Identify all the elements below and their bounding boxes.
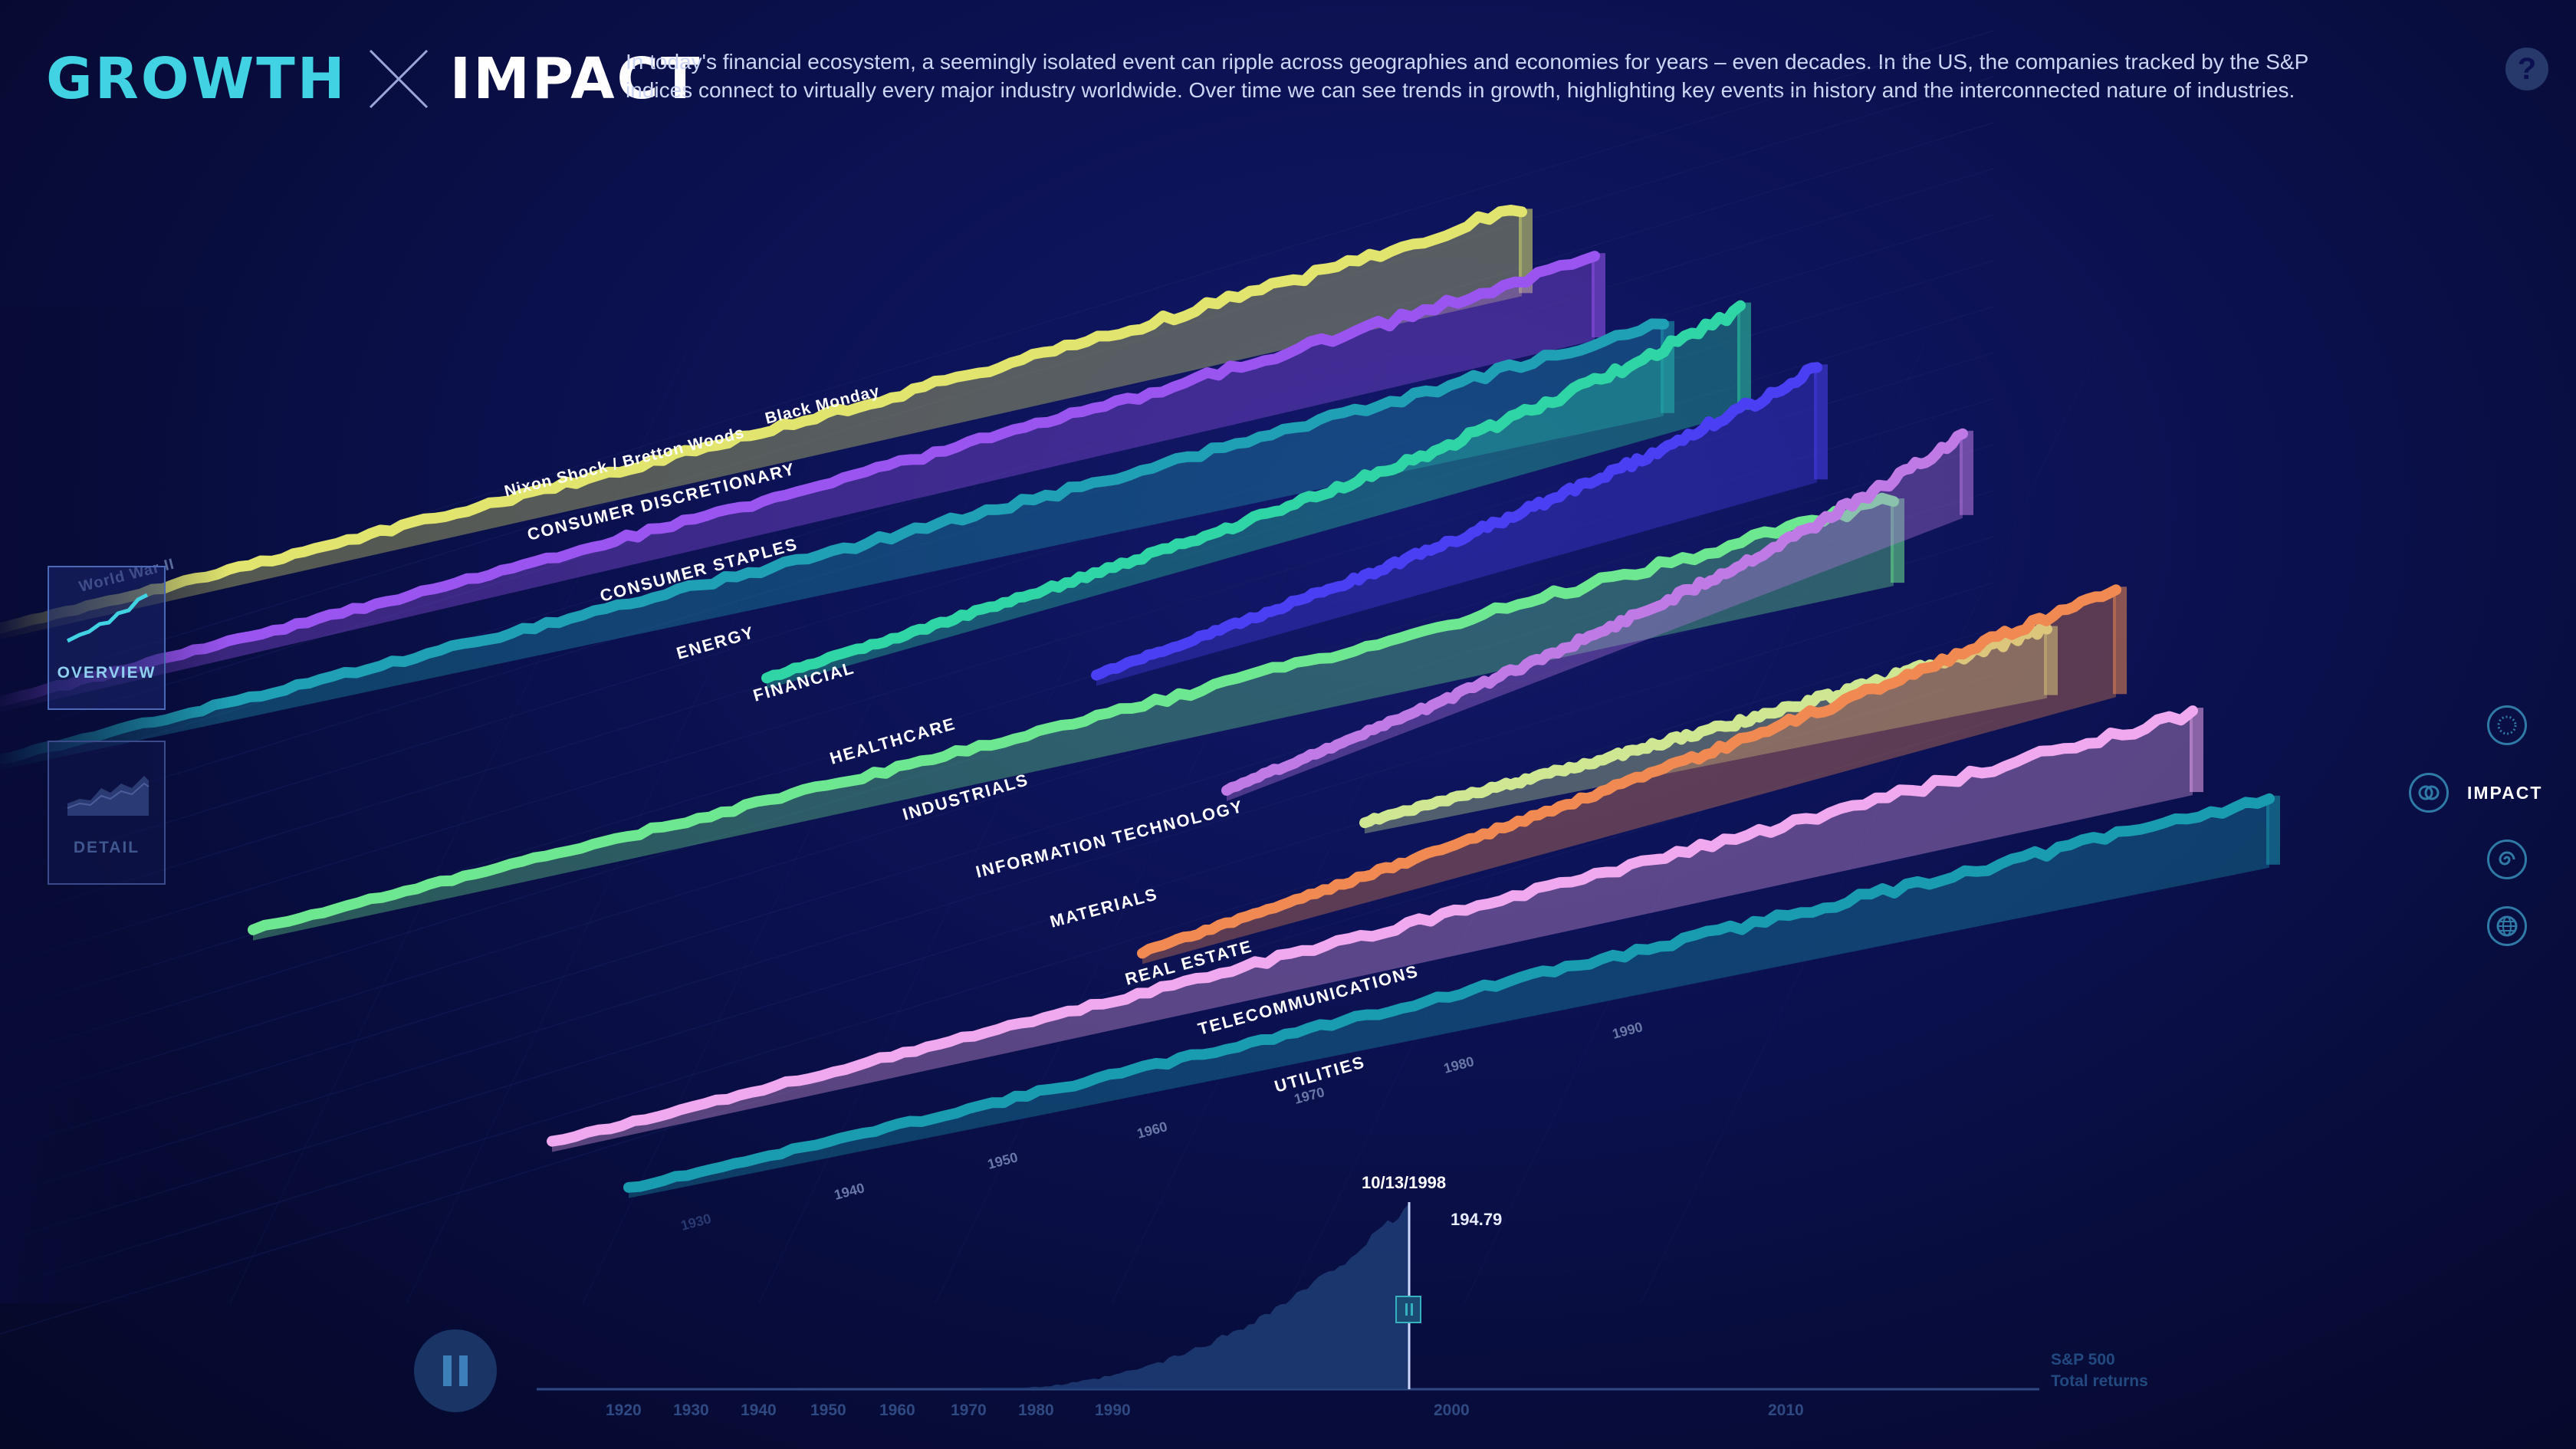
timeline-tick-label: 1920: [606, 1401, 642, 1419]
ribbon-end: [2266, 795, 2280, 865]
brand-x-icon: [369, 49, 428, 109]
timeline-tick-label: 1970: [951, 1401, 987, 1419]
impact-nav-label: IMPACT: [2467, 783, 2543, 803]
intro-text: In today's financial ecosystem, a seemin…: [626, 50, 2308, 102]
brand-word-growth: GROWTH: [46, 46, 347, 112]
timeline-value-readout: 194.79: [1451, 1210, 1503, 1229]
cycle-view-button[interactable]: [2487, 705, 2527, 745]
overview-view-button[interactable]: OVERVIEW: [48, 566, 166, 710]
pause-button[interactable]: [414, 1329, 497, 1412]
ribbon-end: [1814, 364, 1828, 480]
globe-view-button[interactable]: [2487, 906, 2527, 946]
decade-label: 1950: [986, 1149, 1020, 1172]
ribbon-line: [1137, 584, 2121, 959]
timeline-tick-label: 1990: [1095, 1401, 1131, 1419]
detail-view-button[interactable]: DETAIL: [48, 741, 166, 885]
sector-ribbon[interactable]: [1137, 584, 2127, 964]
sp500-index-label: S&P 500 Total returns: [2051, 1349, 2148, 1392]
timeline-date-readout: 10/13/1998: [1362, 1173, 1447, 1192]
detail-label: DETAIL: [73, 839, 140, 856]
decade-label: 1960: [1135, 1119, 1169, 1142]
decade-label: 1990: [1611, 1019, 1644, 1042]
spiral-icon: [2499, 851, 2515, 866]
ribbon-line: [1221, 428, 1968, 796]
ribbon-end: [1891, 498, 1904, 583]
sp500-label-line2: Total returns: [2051, 1372, 2148, 1390]
spiral-view-button[interactable]: [2487, 840, 2527, 879]
timeline-tick-label: 2010: [1768, 1401, 1804, 1419]
decade-label: 1980: [1442, 1053, 1476, 1076]
globe-icon: [2496, 915, 2518, 937]
timeline-tick-label: 2000: [1434, 1401, 1470, 1419]
sp500-label-line1: S&P 500: [2051, 1351, 2115, 1368]
impact-view-button[interactable]: [2409, 773, 2449, 813]
overview-label: OVERVIEW: [57, 664, 156, 682]
ribbon-end: [2113, 586, 2127, 695]
ribbon-end: [1960, 430, 1973, 515]
timeline-tick-label: 1950: [810, 1401, 846, 1419]
detail-thumbnail-icon: [67, 776, 150, 816]
dotted-circle-icon: [2497, 715, 2517, 735]
pause-icon: [443, 1355, 452, 1386]
brand-word-impact: IMPACT: [449, 46, 702, 112]
sector-ribbon[interactable]: [1091, 362, 1828, 686]
overlap-circles-icon: [2418, 785, 2440, 800]
timeline-tick-label: 1980: [1018, 1401, 1054, 1419]
ribbon-end: [1592, 253, 1605, 338]
ribbon-end: [2044, 626, 2058, 695]
timeline-tick-label: 1960: [879, 1401, 915, 1419]
overview-thumbnail-icon: [66, 593, 149, 643]
fade-overlay: [0, 307, 920, 1303]
sector-label: MATERIALS: [1048, 884, 1160, 932]
help-button[interactable]: ?: [2505, 48, 2548, 90]
ribbon-line: [761, 300, 1746, 684]
ribbon-line: [1091, 362, 1822, 681]
ribbon-end: [2190, 708, 2203, 793]
ribbon-end: [1737, 302, 1751, 410]
ribbon-end: [1519, 209, 1533, 294]
timeline-tick-label: 1940: [741, 1401, 777, 1419]
timeline-scrub-handle[interactable]: [1395, 1296, 1421, 1323]
sector-ribbon[interactable]: [1221, 428, 1973, 801]
timeline-tick-label: 1930: [673, 1401, 709, 1419]
brand-logo: GROWTH IMPACT: [46, 46, 702, 112]
